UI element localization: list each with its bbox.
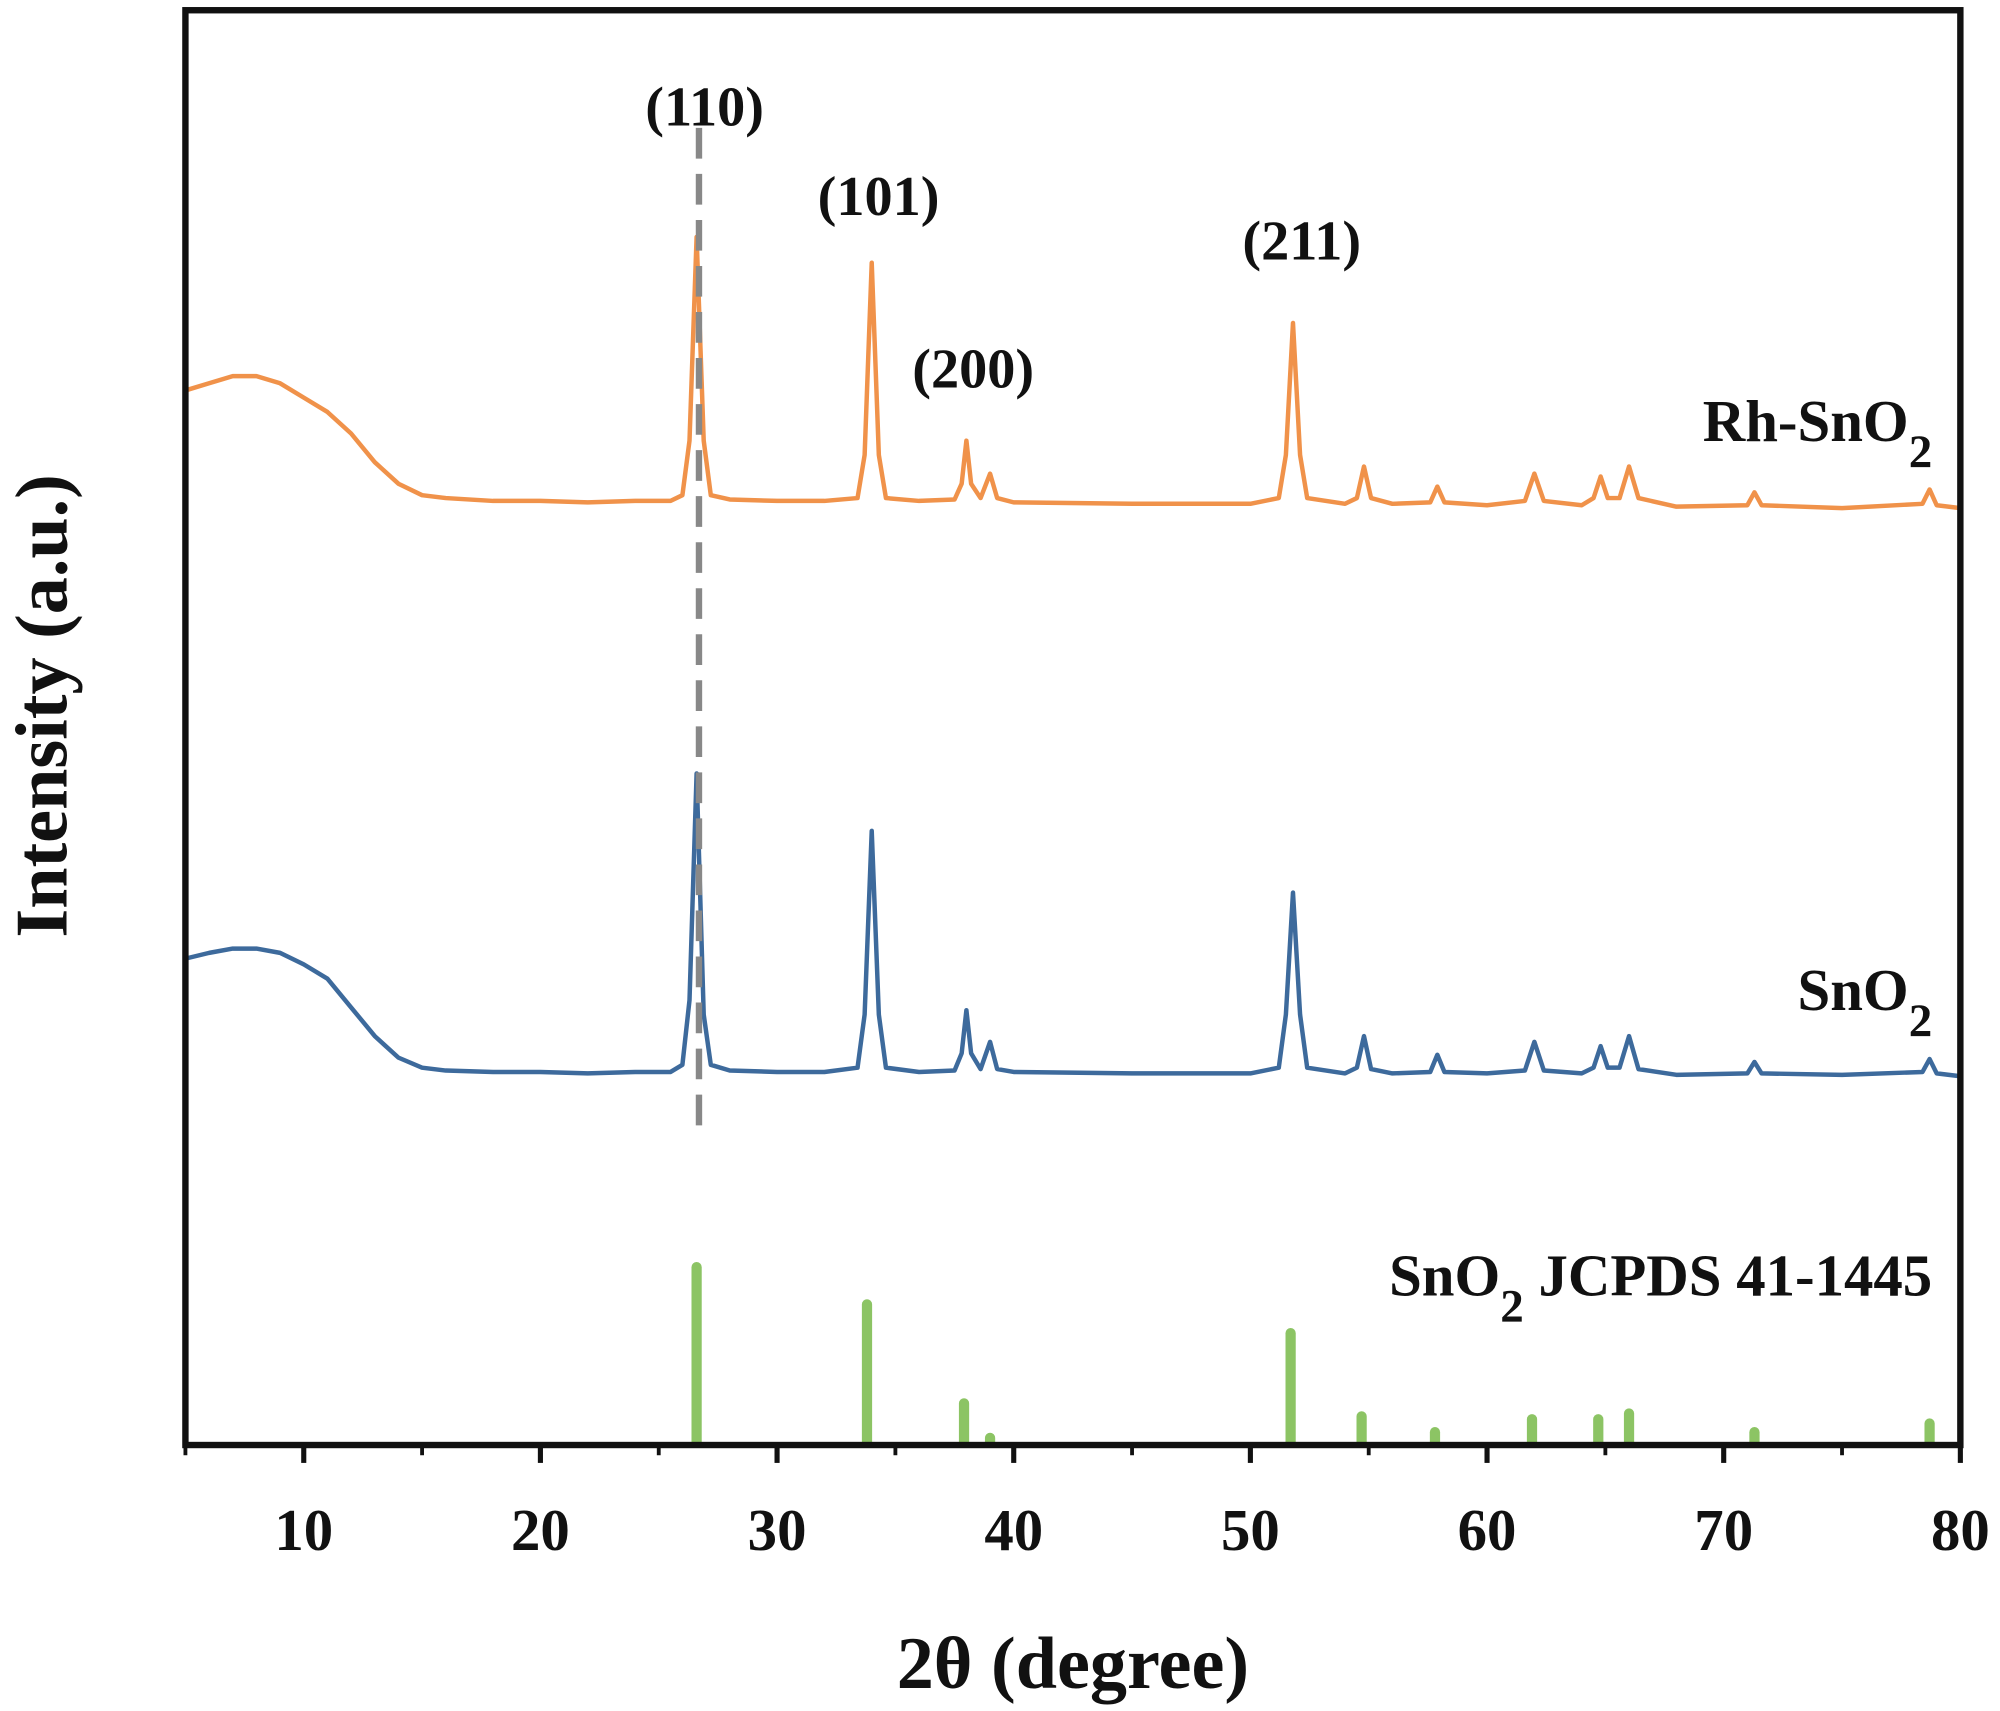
plot-frame [182,7,1964,1449]
x-axis-title: 2θ (degree) [897,1623,1249,1705]
x-tick-label: 40 [984,1498,1043,1563]
x-tick-label: 70 [1694,1498,1753,1563]
x-tick-label: 80 [1931,1498,1990,1563]
x-tick-label: 50 [1221,1498,1280,1563]
x-tick-label: 10 [274,1498,333,1563]
x-tick-label: 20 [511,1498,570,1563]
xrd-line [184,234,1961,511]
series-label: Rh-SnO2 [1703,389,1932,478]
x-tick-label: 60 [1458,1498,1517,1563]
peak-annotation: (211) [1242,211,1361,273]
xrd-line [184,771,1961,1079]
x-tick-label: 30 [748,1498,807,1563]
y-axis-title: Intensity (a.u.) [1,474,83,938]
series-label: SnO2 [1798,958,1933,1047]
peak-annotation: (110) [645,76,764,138]
series-label: SnO2 JCPDS 41-1445 [1389,1243,1932,1332]
peak-annotation: (200) [912,338,1034,400]
peak-annotation: (101) [818,166,940,228]
